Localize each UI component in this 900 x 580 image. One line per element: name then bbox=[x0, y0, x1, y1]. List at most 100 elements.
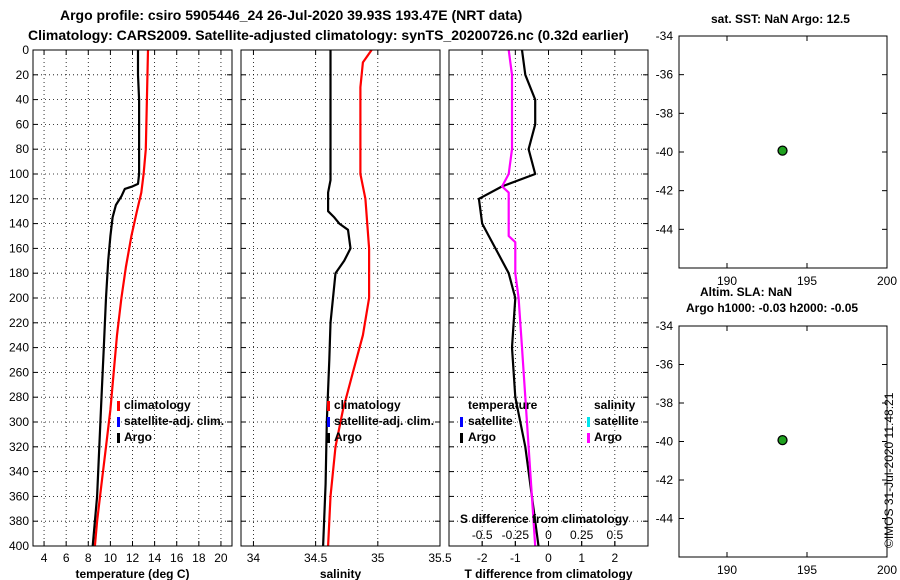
y-axis-tick-label: 280 bbox=[9, 390, 29, 404]
legend-label-satellite: satellite-adj. clim. bbox=[334, 414, 434, 428]
map-y-tick-label: -38 bbox=[656, 106, 674, 120]
y-axis-tick-label: 120 bbox=[9, 192, 29, 206]
plot-frame bbox=[240, 49, 441, 547]
map-x-tick-label: 200 bbox=[877, 563, 897, 577]
y-axis-tick-label: 60 bbox=[16, 117, 30, 131]
x-axis-label: salinity bbox=[320, 567, 362, 580]
y-axis-tick-label: 0 bbox=[22, 43, 29, 57]
legend-label-satellite: satellite-adj. clim. bbox=[124, 414, 224, 428]
map-y-tick-label: -34 bbox=[656, 29, 674, 43]
x-axis-tick-label: 18 bbox=[192, 551, 206, 565]
figure-title-line1: Argo profile: csiro 5905446_24 26-Jul-20… bbox=[60, 7, 522, 23]
plot-frame bbox=[448, 49, 649, 547]
temperature-profile-chart: 4 6 8 10 12 14 16 18 200204060801001201401601802… bbox=[9, 43, 233, 580]
x-axis-tick-label: 1 bbox=[578, 551, 585, 565]
salinity-legend: climatology satellite-adj. clim. Argo bbox=[327, 398, 434, 444]
map-y-tick-label: -36 bbox=[656, 68, 674, 82]
imos-timestamp-watermark: ©IMOS 31-Jul-2020 11:48:21 bbox=[882, 392, 896, 548]
x-axis-tick-label: 4 bbox=[41, 551, 48, 565]
map-y-tick-label: -44 bbox=[656, 222, 674, 236]
s-difference-axis-label: S difference from climatology bbox=[460, 512, 629, 526]
x-axis-tick-label: 35 bbox=[371, 551, 385, 565]
x-axis-tick-label: 34.5 bbox=[304, 551, 328, 565]
legend-label-climatology: climatology bbox=[334, 398, 401, 412]
series-line-climatology bbox=[327, 49, 373, 547]
y-axis-tick-label: 160 bbox=[9, 241, 29, 255]
map-x-tick-label: 195 bbox=[797, 563, 817, 577]
top-axis-tick-label: 0 bbox=[545, 528, 552, 542]
map-y-tick-label: -36 bbox=[656, 358, 674, 372]
salinity-profile-chart: 34 34.5 35 35.5 salinity bbox=[240, 49, 452, 580]
argo-float-location-marker bbox=[777, 145, 788, 156]
y-axis-tick-label: 340 bbox=[9, 465, 29, 479]
map-x-tick-label: 200 bbox=[877, 274, 897, 288]
y-axis-tick-label: 180 bbox=[9, 266, 29, 280]
legend-swatch-argo bbox=[117, 433, 120, 443]
x-axis-label: T difference from climatology bbox=[464, 567, 632, 580]
x-axis-tick-label: 10 bbox=[104, 551, 118, 565]
difference-profile-chart: -0.5 -0.25 0 0.25 0.5 -2 -1 0 1 2 T difference fro… bbox=[448, 49, 649, 580]
top-axis-tick-label: -0.5 bbox=[472, 528, 493, 542]
sla-location-map: 190 195 200 -34 -36 -38 -40 -42 -44 bbox=[656, 319, 898, 577]
x-axis-tick-label: 6 bbox=[63, 551, 70, 565]
y-axis-tick-label: 140 bbox=[9, 217, 29, 231]
series-line-climatology bbox=[93, 49, 150, 547]
map-y-tick-label: -42 bbox=[656, 184, 674, 198]
legend-swatch-t-satellite bbox=[460, 417, 463, 427]
map-x-tick-label: 190 bbox=[717, 563, 737, 577]
legend-title-salinity: salinity bbox=[594, 398, 636, 412]
top-axis-tick-label: 0.25 bbox=[570, 528, 594, 542]
x-axis-tick-label: -1 bbox=[510, 551, 521, 565]
x-axis-tick-label: 8 bbox=[85, 551, 92, 565]
legend-label-argo: Argo bbox=[334, 430, 362, 444]
map-y-tick-label: -44 bbox=[656, 512, 674, 526]
temperature-legend: climatology satellite-adj. clim. Argo bbox=[117, 398, 224, 444]
legend-swatch-s-satellite bbox=[587, 417, 590, 427]
x-axis-tick-label: 12 bbox=[126, 551, 140, 565]
top-axis-tick-label: 0.5 bbox=[606, 528, 623, 542]
x-axis-tick-label: 2 bbox=[611, 551, 618, 565]
argo-float-location-marker bbox=[777, 435, 788, 446]
y-axis-tick-label: 260 bbox=[9, 365, 29, 379]
y-axis-tick-label: 380 bbox=[9, 514, 29, 528]
map-y-tick-label: -38 bbox=[656, 396, 674, 410]
legend-swatch-satellite bbox=[327, 417, 330, 427]
y-axis-tick-label: 400 bbox=[9, 539, 29, 553]
x-axis-label: temperature (deg C) bbox=[75, 567, 189, 580]
figure-title-line2: Climatology: CARS2009. Satellite-adjuste… bbox=[28, 27, 629, 43]
x-axis-tick-label: 35.5 bbox=[428, 551, 452, 565]
legend-swatch-s-argo bbox=[587, 433, 590, 443]
legend-title-temperature: temperature bbox=[468, 398, 538, 412]
y-axis-tick-label: 200 bbox=[9, 291, 29, 305]
legend-swatch-climatology bbox=[327, 401, 330, 411]
legend-label-t-satellite: satellite bbox=[468, 414, 513, 428]
series-line-temperature-argo bbox=[477, 49, 540, 547]
y-axis-tick-label: 220 bbox=[9, 316, 29, 330]
series-line-argo bbox=[91, 50, 141, 547]
legend-label-t-argo: Argo bbox=[468, 430, 496, 444]
map-y-tick-label: -40 bbox=[656, 435, 674, 449]
top-axis-tick-label: -0.25 bbox=[502, 528, 530, 542]
legend-label-climatology: climatology bbox=[124, 398, 191, 412]
plot-frame bbox=[32, 49, 233, 547]
legend-label-s-satellite: satellite bbox=[594, 414, 639, 428]
map-x-tick-label: 195 bbox=[797, 274, 817, 288]
sst-location-map: 190 195 200 -34 -36 -38 -40 -42 -44 bbox=[656, 29, 898, 288]
legend-swatch-satellite bbox=[117, 417, 120, 427]
y-axis-tick-label: 40 bbox=[16, 93, 30, 107]
x-axis-tick-label: 34 bbox=[247, 551, 261, 565]
legend-swatch-t-argo bbox=[460, 433, 463, 443]
legend-label-s-argo: Argo bbox=[594, 430, 622, 444]
difference-legend: temperature salinity satellite Argo sate… bbox=[460, 398, 639, 444]
series-line-salinity-argo bbox=[501, 49, 537, 547]
map-y-tick-label: -42 bbox=[656, 473, 674, 487]
x-axis-tick-label: 16 bbox=[170, 551, 184, 565]
x-axis-tick-label: 0 bbox=[545, 551, 552, 565]
sla-map-title-2: Argo h1000: -0.03 h2000: -0.05 bbox=[686, 301, 858, 315]
x-axis-tick-label: 14 bbox=[148, 551, 162, 565]
y-axis-tick-label: 20 bbox=[16, 68, 30, 82]
sst-map-title: sat. SST: NaN Argo: 12.5 bbox=[711, 12, 850, 26]
y-axis-tick-label: 300 bbox=[9, 415, 29, 429]
y-axis-tick-label: 100 bbox=[9, 167, 29, 181]
